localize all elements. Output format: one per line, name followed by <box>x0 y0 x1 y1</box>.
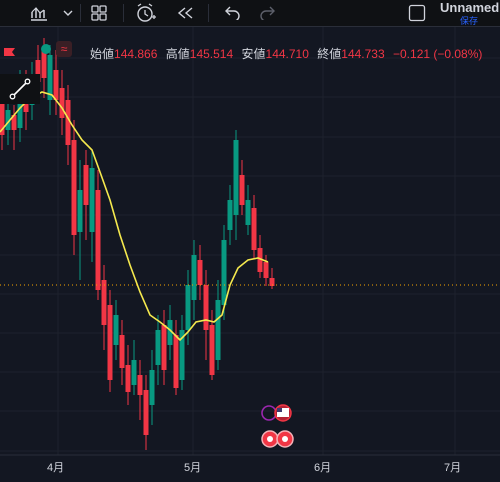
close-value: 144.733 <box>341 47 385 61</box>
candle-body <box>137 375 143 395</box>
low-label: 安値 <box>241 47 266 61</box>
indicator-icon[interactable]: ≈ <box>56 41 72 57</box>
moving-average-line <box>0 91 269 342</box>
toolbar-divider <box>208 4 209 22</box>
layout-name[interactable]: Unnamed <box>440 0 500 15</box>
candle-body <box>35 60 41 82</box>
candle-body <box>203 285 209 330</box>
symbol-status-dot <box>41 44 51 54</box>
candle-body <box>191 255 197 300</box>
candle-body <box>17 98 23 128</box>
x-tick-label: 4月 <box>47 462 65 474</box>
chart-type-icon[interactable] <box>28 0 50 26</box>
trendline-icon <box>9 78 31 100</box>
candle-body <box>125 365 131 392</box>
redo-icon[interactable] <box>257 0 279 26</box>
candle-body <box>215 300 221 360</box>
candle-body <box>5 110 11 130</box>
us-flag-canton-icon <box>277 408 282 412</box>
candle-body <box>197 260 203 285</box>
close-label: 終値 <box>317 47 342 61</box>
candle-body <box>263 262 269 278</box>
fullscreen-icon[interactable] <box>406 0 428 26</box>
event-marker-dot-icon <box>282 436 288 442</box>
candle-body <box>185 285 191 330</box>
candle-body <box>257 248 263 272</box>
candle-body <box>233 140 239 215</box>
low-value: 144.710 <box>265 47 309 61</box>
candle-body <box>41 48 47 78</box>
candle-body <box>167 320 173 345</box>
candle-body <box>95 190 101 290</box>
chevron-down-icon[interactable] <box>60 0 76 26</box>
candle-body <box>113 315 119 345</box>
candle-body <box>239 175 245 205</box>
candle-body <box>107 305 113 380</box>
candle-body <box>11 115 17 130</box>
candle-body <box>101 280 107 325</box>
candle-body <box>89 168 95 232</box>
x-tick-label: 7月 <box>444 462 462 474</box>
x-tick-label: 5月 <box>184 462 202 474</box>
ohlc-legend: 始値144.866 高値145.514 安値144.710 終値144.733 … <box>90 45 487 62</box>
candle-body <box>83 165 89 205</box>
toolbar-divider <box>123 4 124 22</box>
high-value: 145.514 <box>189 47 234 61</box>
candle-body <box>173 335 179 388</box>
candle-body <box>131 360 137 385</box>
candle-body <box>71 140 77 235</box>
candle-body <box>209 325 215 375</box>
undo-icon[interactable] <box>221 0 243 26</box>
x-tick-label: 6月 <box>314 462 332 474</box>
candle-body <box>179 330 185 380</box>
candle-body <box>227 200 233 230</box>
candle-body <box>59 88 65 118</box>
toolbar-divider <box>80 4 81 22</box>
candle-body <box>245 200 251 225</box>
candle-body <box>161 325 167 370</box>
candle-body <box>119 335 125 368</box>
ring-event-icon <box>261 405 277 421</box>
candle-body <box>77 190 83 232</box>
candle-body <box>143 390 149 435</box>
candle-body <box>269 278 275 286</box>
candle-body <box>47 55 53 100</box>
alert-add-icon[interactable] <box>135 0 157 26</box>
event-marker-dot-icon <box>267 436 273 442</box>
drawing-tool-button[interactable] <box>0 74 40 104</box>
top-toolbar: Unnamed 保存 <box>0 0 500 27</box>
open-label: 始値 <box>90 47 115 61</box>
save-button[interactable]: 保存 <box>460 16 479 26</box>
change-value: −0.121 (−0.08%) <box>393 47 483 61</box>
candle-body <box>65 100 71 145</box>
high-label: 高値 <box>165 47 190 61</box>
open-value: 144.866 <box>114 47 158 61</box>
candle-body <box>221 240 227 305</box>
candle-body <box>0 95 5 135</box>
flag-icon[interactable] <box>3 46 17 64</box>
candle-body <box>251 208 257 250</box>
candle-body <box>149 370 155 405</box>
us-flag-stripes-icon <box>277 408 289 417</box>
candle-body <box>53 70 59 100</box>
layout-grid-icon[interactable] <box>89 0 109 26</box>
candlestick-chart[interactable] <box>0 27 500 482</box>
replay-icon[interactable] <box>174 0 196 26</box>
candle-body <box>155 330 161 365</box>
